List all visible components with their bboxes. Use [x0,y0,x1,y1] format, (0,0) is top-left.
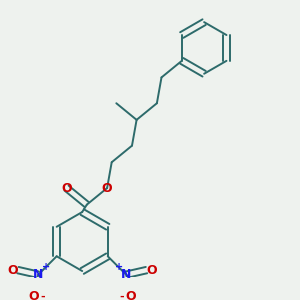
Text: O: O [125,290,136,300]
Text: N: N [33,268,44,281]
Text: -: - [40,292,45,300]
Text: O: O [61,182,72,195]
Text: O: O [7,264,18,277]
Text: O: O [102,182,112,195]
Text: +: + [115,262,123,272]
Text: N: N [121,268,131,281]
Text: O: O [147,264,157,277]
Text: O: O [28,290,39,300]
Text: +: + [41,262,50,272]
Text: -: - [119,292,124,300]
